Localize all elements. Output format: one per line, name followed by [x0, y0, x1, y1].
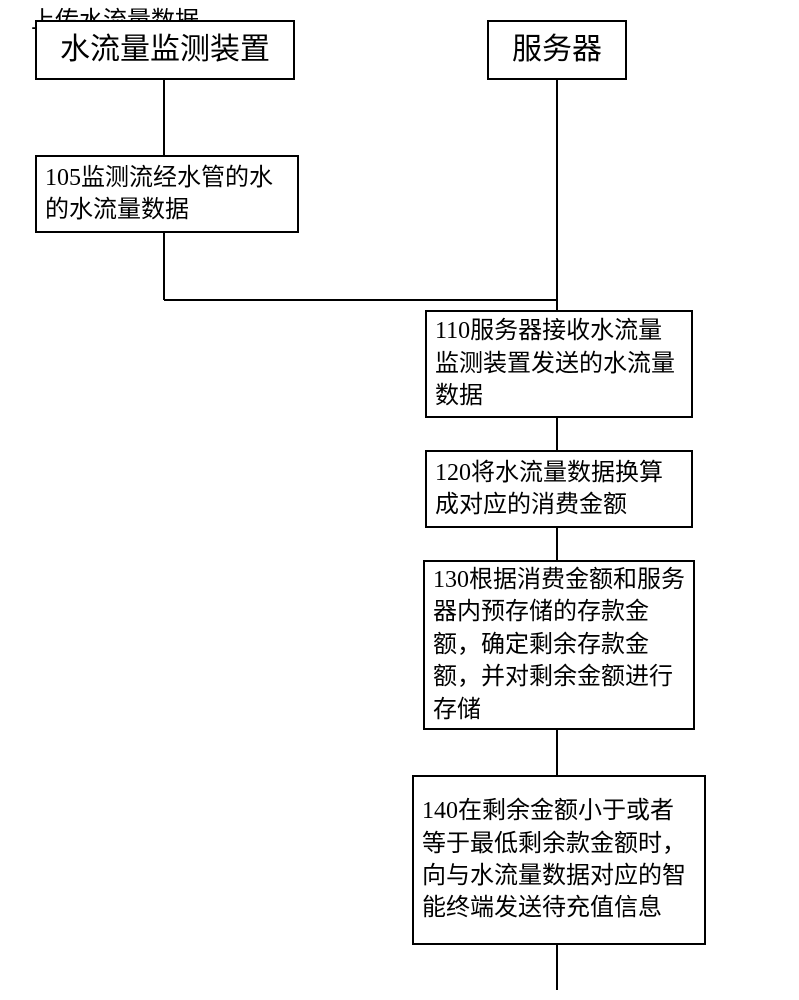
lane-header-server-label: 服务器 [512, 30, 602, 71]
step-120: 120将水流量数据换算成对应的消费金额 [425, 450, 693, 528]
lane-header-monitor: 水流量监测装置 [35, 20, 295, 80]
step-105: 105监测流经水管的水的水流量数据 [35, 155, 299, 233]
step-105-text: 105监测流经水管的水的水流量数据 [45, 162, 289, 227]
step-110: 110服务器接收水流量监测装置发送的水流量数据 [425, 310, 693, 418]
step-140: 140在剩余金额小于或者等于最低剩余款金额时，向与水流量数据对应的智能终端发送待… [412, 775, 706, 945]
step-140-text: 140在剩余金额小于或者等于最低剩余款金额时，向与水流量数据对应的智能终端发送待… [422, 795, 696, 925]
lane-header-server: 服务器 [487, 20, 627, 80]
step-130: 130根据消费金额和服务器内预存储的存款金额，确定剩余存款金额，并对剩余金额进行… [423, 560, 695, 730]
step-130-text: 130根据消费金额和服务器内预存储的存款金额，确定剩余存款金额，并对剩余金额进行… [433, 564, 685, 726]
step-120-text: 120将水流量数据换算成对应的消费金额 [435, 457, 683, 522]
step-110-text: 110服务器接收水流量监测装置发送的水流量数据 [435, 315, 683, 412]
lane-header-monitor-label: 水流量监测装置 [60, 30, 270, 71]
diagram-canvas: 水流量监测装置 服务器 105监测流经水管的水的水流量数据 上传水流量数据 11… [0, 0, 799, 1000]
